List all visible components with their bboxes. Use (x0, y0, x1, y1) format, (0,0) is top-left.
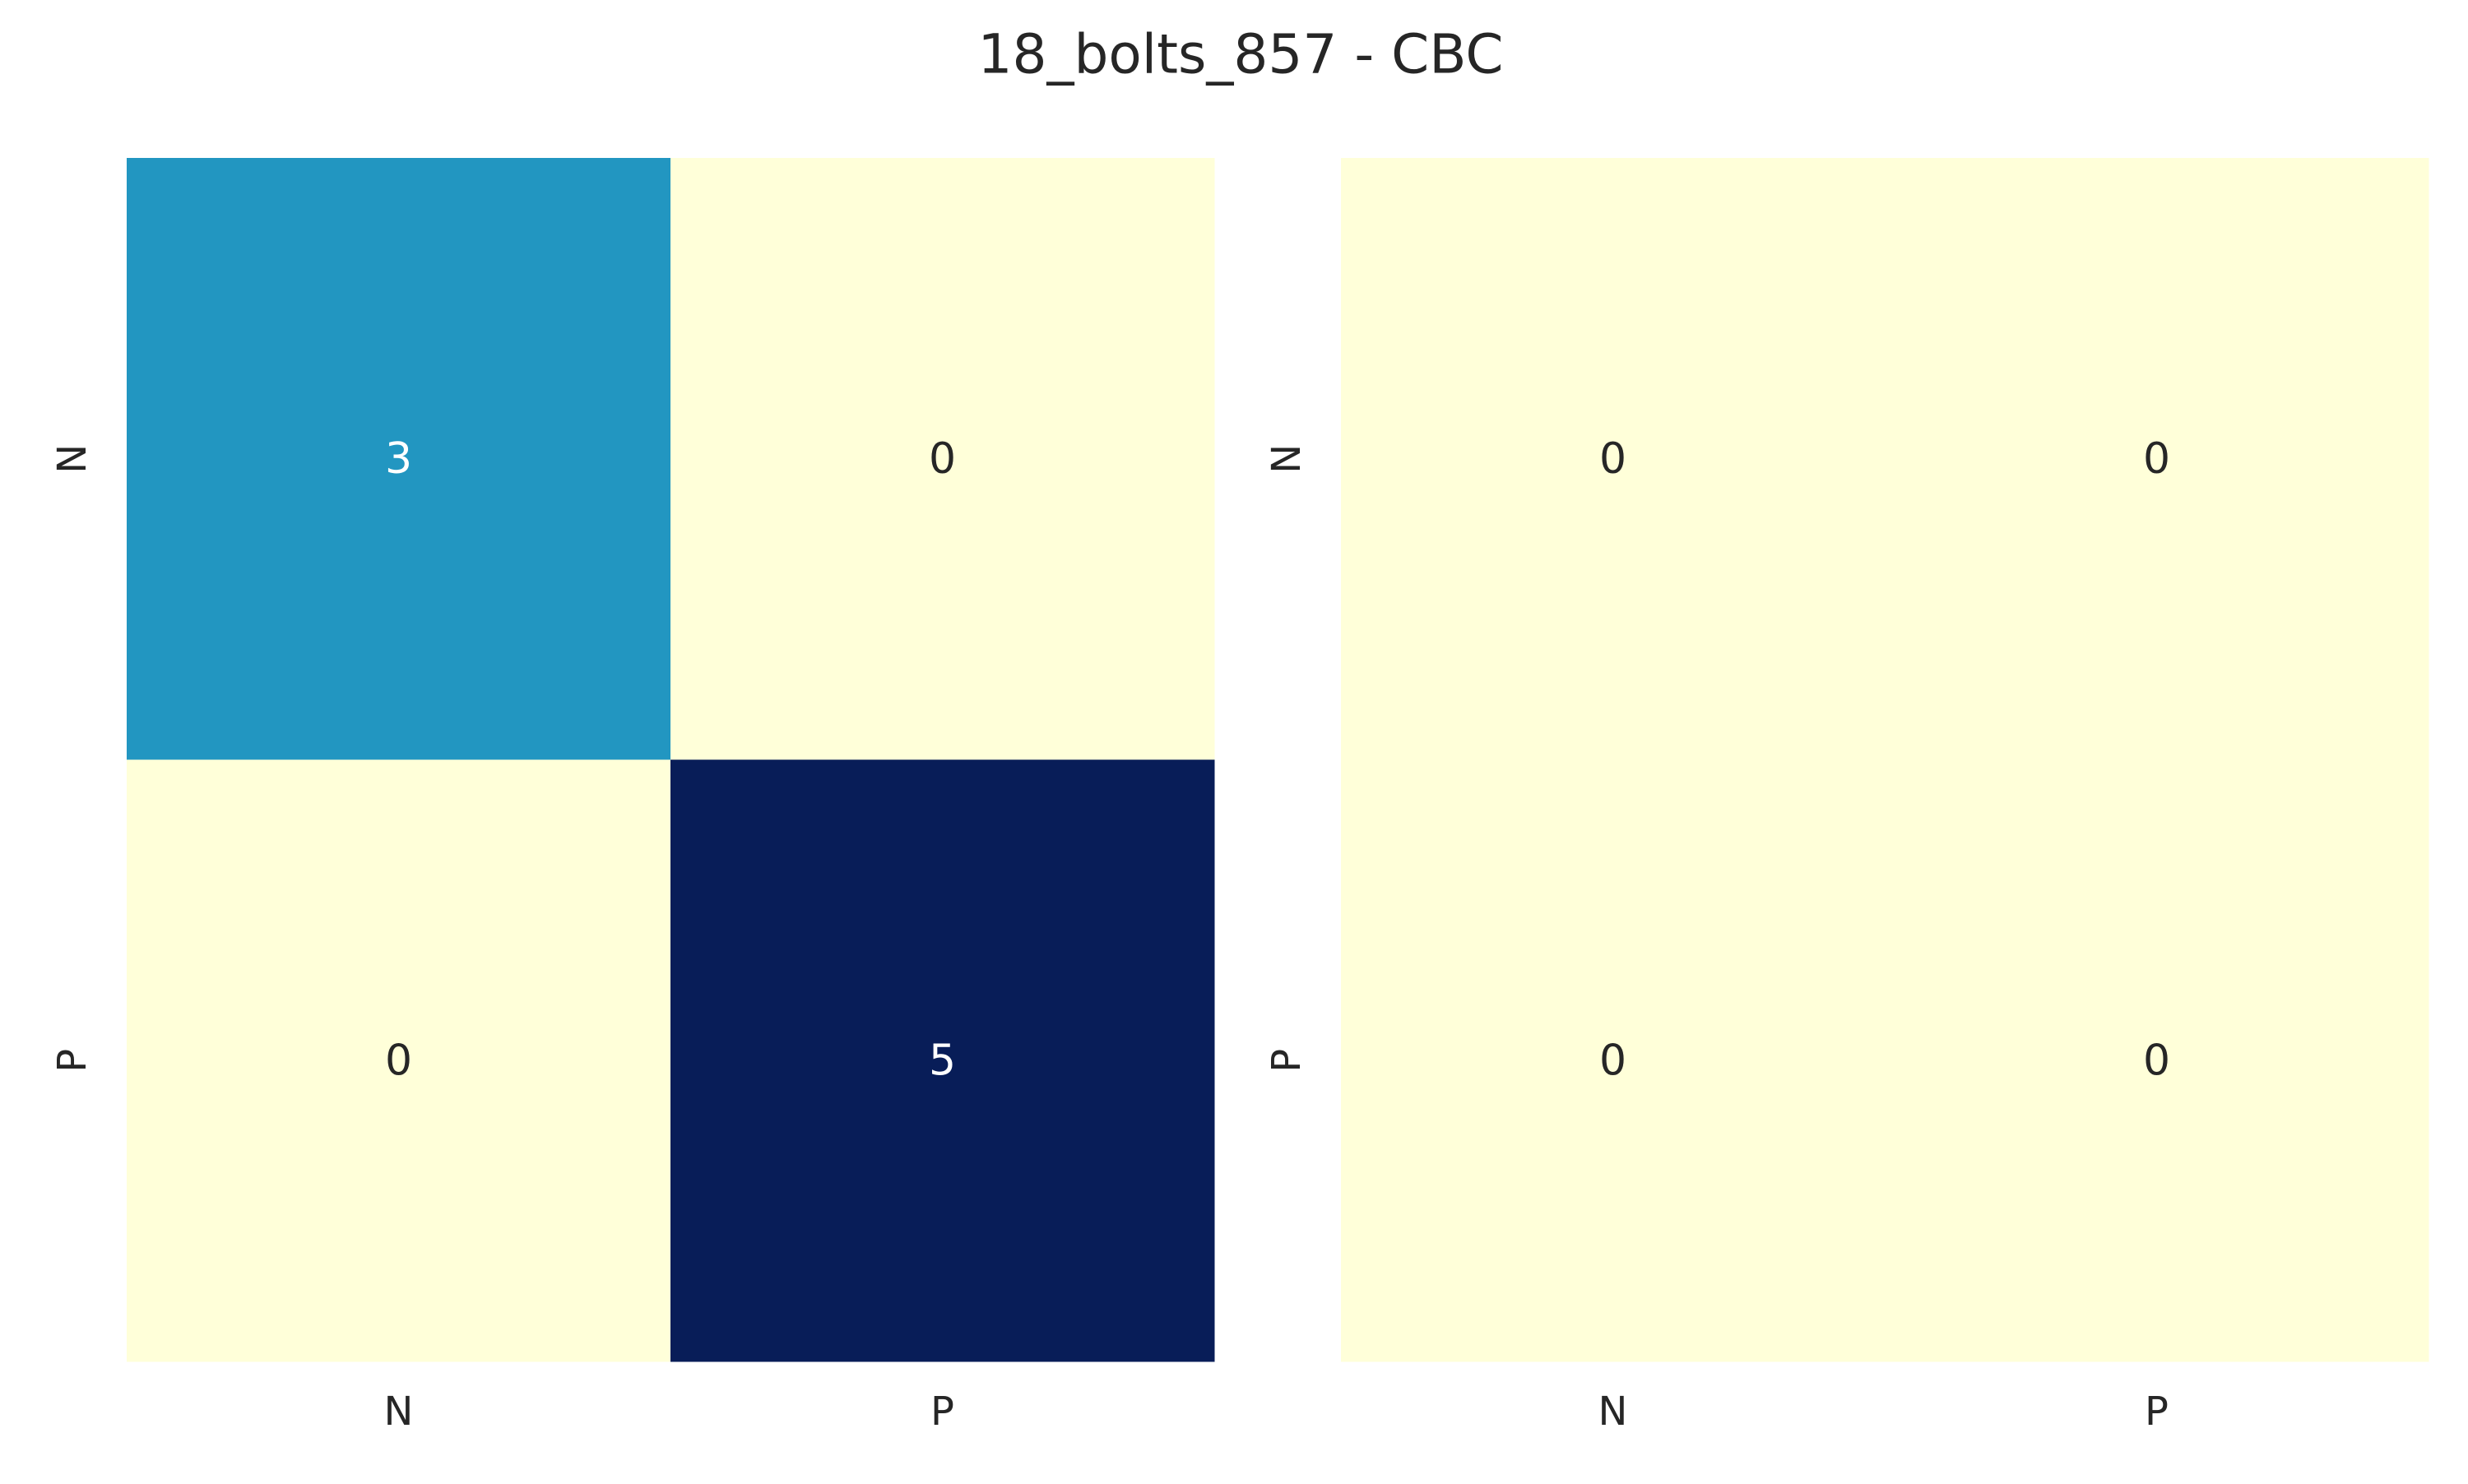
cell-value-label: 0 (2143, 1036, 2170, 1085)
heatmap-cell (127, 158, 671, 760)
y-tick-label: P (1264, 1049, 1310, 1073)
heatmap-cell (670, 158, 1215, 760)
cell-value-label: 0 (2143, 434, 2170, 484)
y-tick-label: N (49, 444, 95, 474)
heatmap-cell (670, 759, 1215, 1362)
cell-value-label: 0 (1599, 1036, 1626, 1085)
heatmap-cell (1885, 158, 2429, 760)
y-tick-label: N (1264, 444, 1310, 474)
heatmap-cell (127, 759, 671, 1362)
heatmap-panels: 3 0 0 5 N P N P 0 0 0 0 N P N P (49, 158, 2429, 1435)
x-tick-label: P (2145, 1389, 2169, 1435)
heatmap-cell (1341, 759, 1886, 1362)
cell-value-label: 0 (1599, 434, 1626, 484)
heatmap-cell (1341, 158, 1886, 760)
y-tick-label: P (49, 1049, 95, 1073)
cell-value-label: 3 (385, 434, 412, 484)
heatmap-panel-1: 3 0 0 5 N P N P (49, 158, 1215, 1435)
cell-value-label: 0 (929, 434, 956, 484)
heatmap-cell (1885, 759, 2429, 1362)
figure-title: 18_bolts_857 - CBC (978, 23, 1504, 86)
x-tick-label: N (384, 1389, 414, 1435)
x-tick-label: N (1598, 1389, 1628, 1435)
cell-value-label: 5 (929, 1036, 956, 1085)
heatmap-panel-2: 0 0 0 0 N P N P (1264, 158, 2429, 1435)
x-tick-label: P (930, 1389, 954, 1435)
cell-value-label: 0 (385, 1036, 412, 1085)
